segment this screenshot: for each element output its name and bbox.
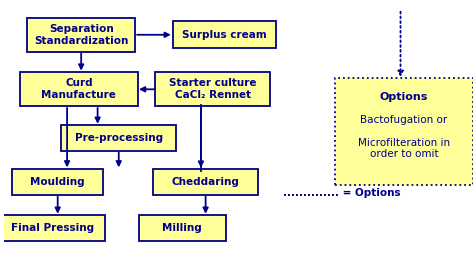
Text: Milling: Milling (162, 223, 202, 233)
FancyBboxPatch shape (139, 215, 226, 241)
FancyBboxPatch shape (335, 78, 474, 185)
FancyBboxPatch shape (155, 72, 270, 106)
FancyBboxPatch shape (12, 169, 103, 195)
FancyBboxPatch shape (173, 21, 276, 48)
FancyBboxPatch shape (27, 18, 135, 52)
Text: Pre-processing: Pre-processing (75, 133, 163, 143)
Text: Starter culture
CaCl₂ Rennet: Starter culture CaCl₂ Rennet (169, 78, 256, 100)
Text: Bactofugation or

Microfilteration in
order to omit: Bactofugation or Microfilteration in ord… (358, 115, 450, 159)
FancyBboxPatch shape (61, 125, 176, 151)
FancyBboxPatch shape (153, 169, 258, 195)
Text: .............. = Options: .............. = Options (283, 188, 401, 198)
Text: Options: Options (380, 92, 428, 102)
Text: Final Pressing: Final Pressing (11, 223, 94, 233)
Text: Separation
Standardization: Separation Standardization (34, 24, 128, 45)
Text: Cheddaring: Cheddaring (172, 177, 239, 187)
Text: Surplus cream: Surplus cream (182, 30, 267, 40)
FancyBboxPatch shape (20, 72, 137, 106)
Text: Moulding: Moulding (30, 177, 85, 187)
FancyBboxPatch shape (1, 215, 105, 241)
Text: Curd
Manufacture: Curd Manufacture (41, 78, 116, 100)
